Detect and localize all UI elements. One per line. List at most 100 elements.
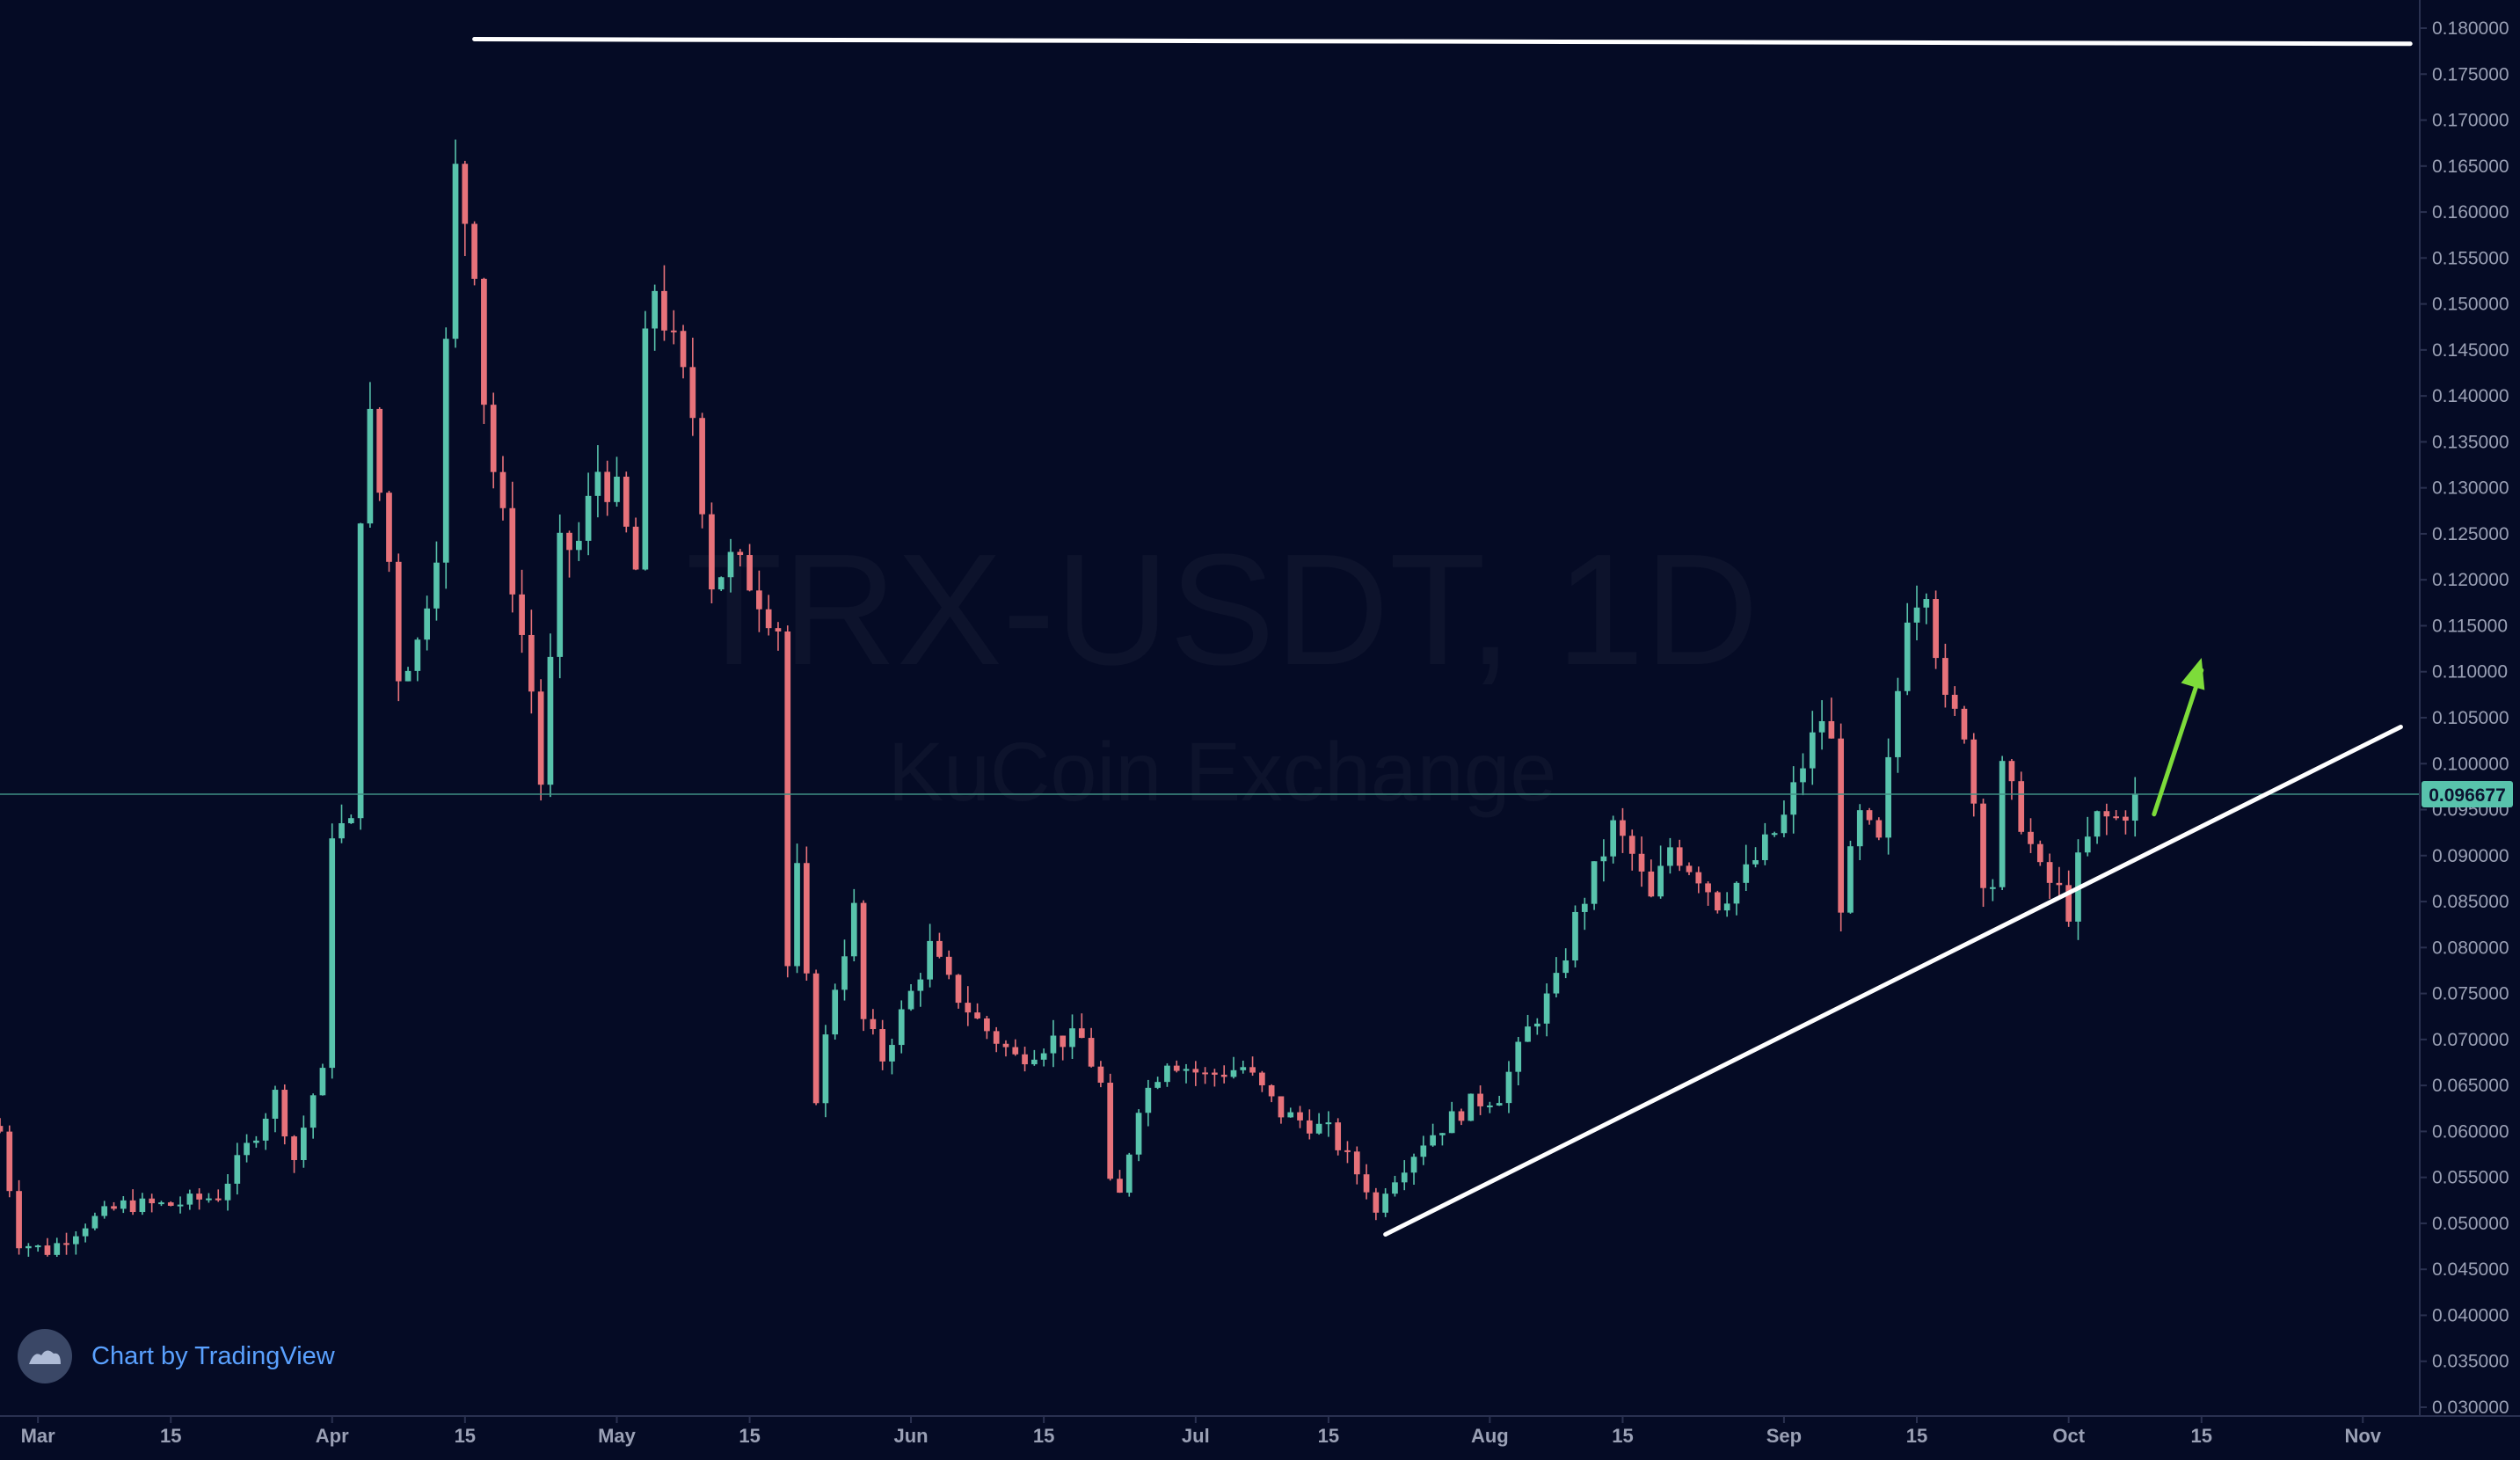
candle xyxy=(414,637,421,682)
candle xyxy=(262,1113,269,1150)
y-tick-label: 0.085000 xyxy=(2432,892,2509,912)
candle-body xyxy=(1088,1038,1095,1067)
candle xyxy=(528,610,535,714)
candle-body xyxy=(850,902,857,957)
watermark-title: TRX-USDT, 1D xyxy=(686,522,1759,698)
candle xyxy=(832,983,839,1040)
candle xyxy=(1838,723,1845,932)
candle xyxy=(1344,1141,1351,1164)
tradingview-branding[interactable]: Chart by TradingView xyxy=(18,1328,335,1384)
candle xyxy=(301,1115,307,1168)
candle-body xyxy=(177,1204,184,1207)
candle xyxy=(727,538,734,593)
candle xyxy=(1458,1108,1465,1126)
candle-body xyxy=(1287,1112,1294,1118)
candle-body xyxy=(1212,1072,1218,1075)
candle xyxy=(1591,861,1598,910)
candle xyxy=(2113,810,2119,821)
candle-body xyxy=(993,1031,1000,1044)
price-axis[interactable]: 0.180000 0.175000 0.170000 0.165000 0.160000… xyxy=(2420,18,2509,1418)
candle xyxy=(1060,1035,1067,1061)
candle xyxy=(1761,822,1768,865)
upward-arrow[interactable] xyxy=(2152,668,2204,817)
candle xyxy=(224,1173,231,1211)
candle xyxy=(1297,1106,1303,1128)
candle xyxy=(765,595,772,636)
candle xyxy=(234,1142,241,1195)
candle-body xyxy=(2036,843,2043,863)
candle-body xyxy=(281,1090,288,1137)
candle xyxy=(1088,1027,1095,1068)
candle xyxy=(566,530,572,578)
candle xyxy=(984,1015,990,1040)
candle xyxy=(6,1125,13,1198)
candle-body xyxy=(632,526,639,570)
candle-body xyxy=(1695,872,1702,884)
candle-body xyxy=(1012,1047,1019,1055)
candle-body xyxy=(974,1012,980,1018)
candle xyxy=(1800,753,1806,796)
candle xyxy=(1771,831,1778,837)
candle-body xyxy=(1790,782,1797,815)
candle xyxy=(16,1179,22,1255)
y-tick-label: 0.135000 xyxy=(2432,432,2509,452)
candle xyxy=(1818,700,1825,750)
candle xyxy=(1487,1101,1493,1113)
candle xyxy=(72,1230,79,1255)
candle-body xyxy=(642,328,649,570)
candle xyxy=(1420,1135,1427,1165)
candle-body xyxy=(272,1090,279,1119)
candle-body xyxy=(1771,833,1778,836)
candle-body xyxy=(404,670,412,682)
candle-body xyxy=(917,979,924,991)
candle xyxy=(339,804,345,843)
candle-body xyxy=(462,164,469,224)
candle-body xyxy=(1278,1096,1285,1118)
candle xyxy=(1135,1109,1142,1162)
y-tick-label: 0.090000 xyxy=(2432,846,2509,866)
candle-body xyxy=(386,493,392,562)
candle xyxy=(1125,1152,1133,1197)
candle xyxy=(1022,1047,1028,1072)
candle xyxy=(519,569,525,653)
time-axis[interactable]: Mar 15 Apr 15 May 15 Jun 15 Jul 15 Aug 15 Sep 15 Oct 15… xyxy=(21,1416,2382,1447)
candle xyxy=(1581,897,1588,931)
candle-body xyxy=(832,989,839,1035)
candle xyxy=(642,310,649,571)
candle xyxy=(1392,1175,1398,1197)
candle-body xyxy=(717,577,725,590)
y-tick-label: 0.100000 xyxy=(2432,754,2509,774)
candle-body xyxy=(822,1034,829,1104)
candle xyxy=(1373,1187,1380,1221)
support-trend-line[interactable] xyxy=(1383,724,2403,1237)
candle xyxy=(1173,1060,1180,1073)
y-tick-label: 0.125000 xyxy=(2432,524,2509,544)
candle xyxy=(1107,1073,1114,1181)
candle-body xyxy=(186,1194,193,1205)
candle xyxy=(1970,733,1977,817)
candle-body xyxy=(1353,1151,1360,1175)
candle xyxy=(1154,1077,1161,1090)
candle xyxy=(2131,777,2138,837)
candle-body xyxy=(765,609,772,629)
x-tick-label: 15 xyxy=(1612,1425,1633,1447)
candle-body xyxy=(547,656,554,785)
y-tick-label: 0.045000 xyxy=(2432,1259,2509,1280)
arrow-head xyxy=(2181,658,2205,690)
candle-body xyxy=(1420,1145,1427,1157)
candle xyxy=(709,502,715,604)
candle xyxy=(699,412,705,529)
candle xyxy=(1259,1070,1265,1092)
candle-body xyxy=(1761,834,1768,860)
resistance-line[interactable] xyxy=(472,37,2413,47)
x-tick-label: 15 xyxy=(160,1425,181,1447)
x-tick-label: 15 xyxy=(2191,1425,2212,1447)
candle-body xyxy=(965,1003,972,1013)
candle-body xyxy=(879,1029,886,1062)
candle-body xyxy=(614,476,620,502)
candle-body xyxy=(2113,816,2119,819)
candle xyxy=(1961,705,1968,744)
candle-body xyxy=(1468,1093,1475,1121)
